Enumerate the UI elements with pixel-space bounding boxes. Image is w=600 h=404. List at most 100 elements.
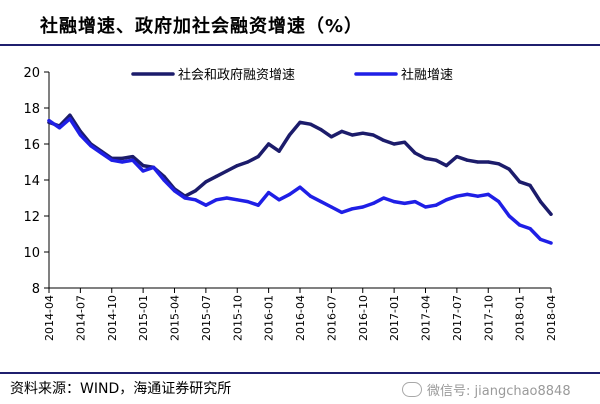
data-point (382, 196, 386, 200)
data-point (434, 203, 438, 207)
data-point (518, 223, 522, 227)
y-tick-label: 12 (23, 210, 40, 225)
data-point (78, 133, 82, 137)
data-point (298, 120, 302, 124)
data-point (246, 200, 250, 204)
source-note: 资料来源：WIND，海通证券研究所 (10, 381, 232, 397)
x-tick-label: 2014-07 (74, 295, 87, 341)
data-point (465, 192, 469, 196)
data-point (120, 160, 124, 164)
data-point (371, 201, 375, 205)
data-point (287, 192, 292, 196)
wechat-icon (402, 382, 422, 397)
data-point (549, 212, 553, 216)
data-point (308, 122, 313, 126)
data-point (152, 165, 156, 169)
data-point (214, 174, 218, 178)
x-tick-label: 2018-04 (545, 295, 558, 341)
data-point (267, 142, 271, 146)
data-point (235, 198, 239, 202)
data-point (68, 117, 72, 121)
data-point (57, 126, 62, 130)
page-title: 社融增速、政府加社会融资增速（%） (40, 16, 364, 37)
data-point (361, 205, 365, 209)
data-point (434, 158, 438, 162)
x-tick-label: 2015-07 (200, 295, 213, 341)
data-point (413, 200, 417, 204)
data-point (455, 194, 459, 198)
data-point (329, 135, 333, 139)
y-tick-label: 16 (23, 138, 40, 153)
x-tick-label: 2016-07 (325, 295, 338, 341)
series-line-1 (47, 113, 553, 216)
data-point (392, 142, 396, 146)
data-point (193, 189, 197, 193)
y-tick-label: 8 (32, 282, 40, 297)
data-point (382, 138, 386, 142)
data-point (528, 227, 532, 231)
x-tick-label: 2017-07 (451, 295, 464, 341)
data-point (204, 203, 208, 207)
y-tick-label: 14 (23, 174, 40, 189)
data-point (120, 156, 124, 160)
data-point (183, 196, 187, 200)
y-tick-label: 20 (23, 66, 40, 81)
data-point (267, 191, 271, 195)
data-point (110, 158, 114, 162)
data-point (528, 183, 532, 187)
data-point (99, 151, 103, 155)
data-point (350, 133, 354, 137)
x-tick-label: 2017-01 (388, 295, 401, 341)
data-point (141, 164, 145, 168)
data-point (193, 198, 197, 202)
data-point (497, 162, 501, 166)
data-point (444, 198, 448, 202)
chart-axes: 8 10 12 14 16 18 20 2014-04 2014-07 2014-10 2015-0… (23, 66, 558, 341)
data-point (131, 158, 135, 162)
data-point (319, 200, 323, 204)
x-tick-label: 2015-01 (137, 295, 150, 341)
data-point (235, 164, 239, 168)
data-point (392, 200, 396, 204)
y-tick-label: 10 (23, 246, 40, 261)
data-point (225, 169, 229, 173)
data-point (329, 205, 333, 209)
chart-lines (47, 113, 553, 245)
data-point (444, 164, 448, 168)
data-point (476, 194, 480, 198)
data-point (340, 129, 344, 133)
data-point (256, 203, 260, 207)
data-point (486, 192, 490, 196)
legend-label-2: 社融增速 (401, 67, 453, 83)
data-point (287, 133, 292, 137)
chart-legend: 社会和政府融资增速 社融增速 (131, 67, 453, 83)
data-point (131, 155, 135, 159)
data-point (413, 151, 417, 155)
top-divider (0, 44, 600, 46)
data-point (225, 196, 229, 200)
data-point (68, 113, 72, 117)
data-point (298, 185, 302, 189)
data-point (172, 189, 177, 193)
data-point (465, 158, 469, 162)
x-tick-label: 2016-04 (294, 295, 307, 341)
data-point (204, 180, 208, 184)
data-point (47, 119, 51, 123)
x-tick-label: 2017-04 (420, 295, 433, 341)
y-tick-label: 18 (23, 102, 40, 117)
series-line-2 (47, 117, 553, 245)
data-point (455, 155, 459, 159)
x-tick-label: 2016-01 (263, 295, 276, 341)
x-tick-label: 2016-10 (357, 295, 370, 341)
data-point (403, 201, 407, 205)
data-point (308, 194, 313, 198)
x-tick-label: 2014-10 (106, 295, 119, 341)
data-point (507, 167, 511, 171)
data-point (89, 144, 93, 148)
bottom-divider (0, 372, 600, 374)
data-point (486, 160, 490, 164)
data-point (423, 205, 428, 209)
data-point (361, 131, 365, 135)
data-point (340, 210, 344, 214)
